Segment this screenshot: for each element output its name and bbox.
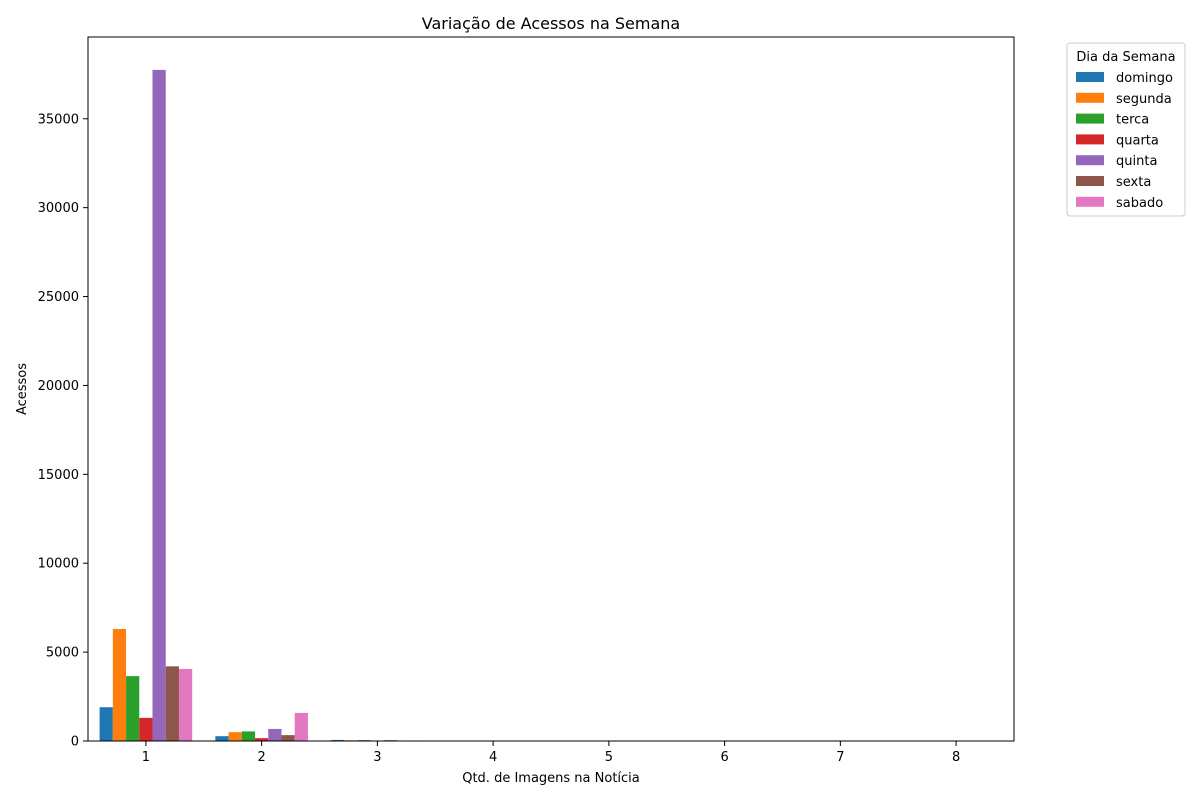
bar-sexta-2 — [281, 735, 295, 741]
x-tick-label: 2 — [258, 750, 266, 765]
bar-quarta-2 — [255, 738, 269, 741]
legend-label-quinta: quinta — [1116, 154, 1157, 169]
x-tick-label: 4 — [489, 750, 497, 765]
x-tick-label: 6 — [720, 750, 728, 765]
y-tick-label: 35000 — [38, 112, 79, 127]
bar-segunda-2 — [228, 732, 242, 741]
y-tick-label: 25000 — [38, 290, 79, 305]
legend-title: Dia da Semana — [1076, 50, 1175, 65]
y-tick-label: 5000 — [46, 646, 79, 661]
legend-swatch-domingo — [1076, 72, 1104, 82]
legend-swatch-quarta — [1076, 134, 1104, 145]
x-tick-label: 1 — [142, 750, 150, 765]
legend-items: domingo segunda terca quarta quinta sexta saba… — [1076, 71, 1173, 211]
legend-label-terca: terca — [1116, 113, 1149, 128]
y-tick-label: 10000 — [38, 557, 79, 572]
x-axis-label: Qtd. de Imagens na Notícia — [462, 771, 640, 786]
legend-swatch-sexta — [1076, 176, 1104, 186]
y-tick-label: 20000 — [38, 379, 79, 394]
bar-sabado-1 — [178, 669, 193, 741]
bar-quinta-1 — [152, 69, 166, 741]
legend-label-domingo: domingo — [1116, 71, 1173, 86]
bar-quarta-1 — [139, 717, 153, 741]
legend-label-segunda: segunda — [1116, 92, 1172, 107]
legend-label-quarta: quarta — [1116, 133, 1159, 148]
legend-swatch-terca — [1076, 113, 1104, 124]
x-axis: 1 2 3 4 5 6 7 8 — [142, 741, 960, 765]
bar-sexta-1 — [165, 666, 179, 741]
legend-swatch-quinta — [1076, 155, 1104, 166]
y-axis-label: Acessos — [15, 363, 30, 415]
y-tick-label: 30000 — [38, 201, 79, 216]
bar-quinta-2 — [268, 728, 282, 741]
legend-label-sabado: sabado — [1116, 196, 1163, 211]
legend-frame — [1066, 42, 1186, 217]
bar-domingo-3 — [331, 739, 345, 741]
x-tick-label: 5 — [605, 750, 613, 765]
legend-swatch-sabado — [1076, 196, 1104, 207]
x-tick-label: 8 — [952, 750, 960, 765]
bar-terca-1 — [126, 676, 140, 741]
bar-sabado-2 — [294, 712, 308, 741]
x-tick-label: 3 — [373, 750, 381, 765]
chart-title: Variação de Acessos na Semana — [422, 14, 680, 33]
legend: Dia da Semana domingo segunda terca quarta q… — [1066, 42, 1186, 217]
bar-segunda-1 — [112, 629, 127, 741]
x-tick-label: 7 — [836, 750, 844, 765]
bars-group — [99, 69, 424, 741]
y-tick-label: 0 — [71, 735, 79, 750]
bar-domingo-1 — [99, 707, 113, 741]
legend-label-sexta: sexta — [1116, 175, 1151, 190]
bar-domingo-2 — [215, 736, 229, 741]
plot-frame — [87, 36, 1015, 742]
bar-terca-2 — [241, 731, 256, 741]
y-tick-label: 15000 — [38, 468, 79, 483]
legend-swatch-segunda — [1076, 92, 1104, 103]
y-axis: 0 5000 10000 15000 20000 25000 30000 35000 — [38, 112, 88, 750]
